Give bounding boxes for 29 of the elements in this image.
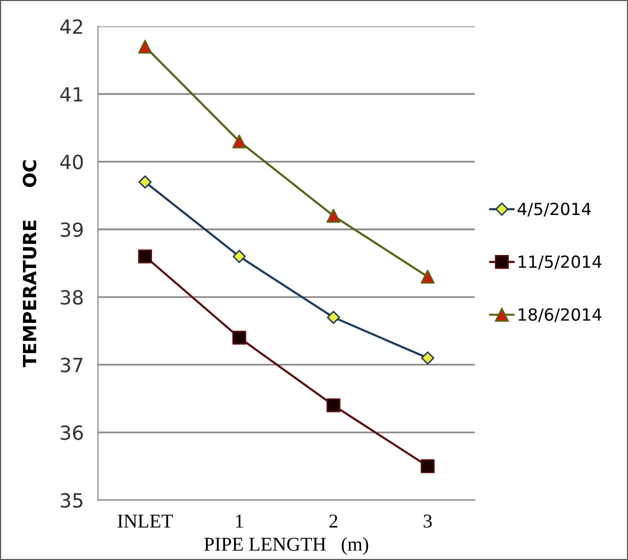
- legend-label: 4/5/2014: [518, 202, 591, 217]
- point: [421, 351, 434, 365]
- point: [138, 175, 152, 189]
- y-tick-label: 40: [60, 154, 83, 170]
- point: [232, 250, 246, 264]
- point: [232, 134, 246, 148]
- point: [326, 398, 340, 412]
- y-axis-title: TEMPERATURE OC: [22, 160, 36, 368]
- legend-label: 11/5/2014: [518, 255, 602, 270]
- point: [326, 310, 340, 324]
- point: [138, 249, 152, 264]
- point: [420, 270, 435, 284]
- y-tick-label: 38: [60, 290, 83, 305]
- x-tick-label: 2: [329, 514, 338, 528]
- x-tick-label: INLET: [118, 514, 173, 528]
- y-tick-label: 37: [60, 358, 82, 372]
- y-tick-label: 41: [60, 87, 82, 102]
- x-tick-label: 3: [424, 514, 432, 528]
- x-axis-title: PIPE LENGTH (m): [204, 537, 368, 555]
- y-tick-label: 42: [60, 19, 82, 34]
- x-tick-label: 1: [236, 514, 243, 528]
- point: [232, 330, 246, 345]
- point: [420, 459, 435, 474]
- y-tick-label: 36: [60, 425, 83, 440]
- point: [326, 208, 340, 223]
- y-tick-label: 39: [60, 222, 83, 238]
- y-tick-label: 35: [60, 493, 82, 508]
- legend-label: 18/6/2014: [518, 308, 602, 322]
- point: [138, 40, 152, 54]
